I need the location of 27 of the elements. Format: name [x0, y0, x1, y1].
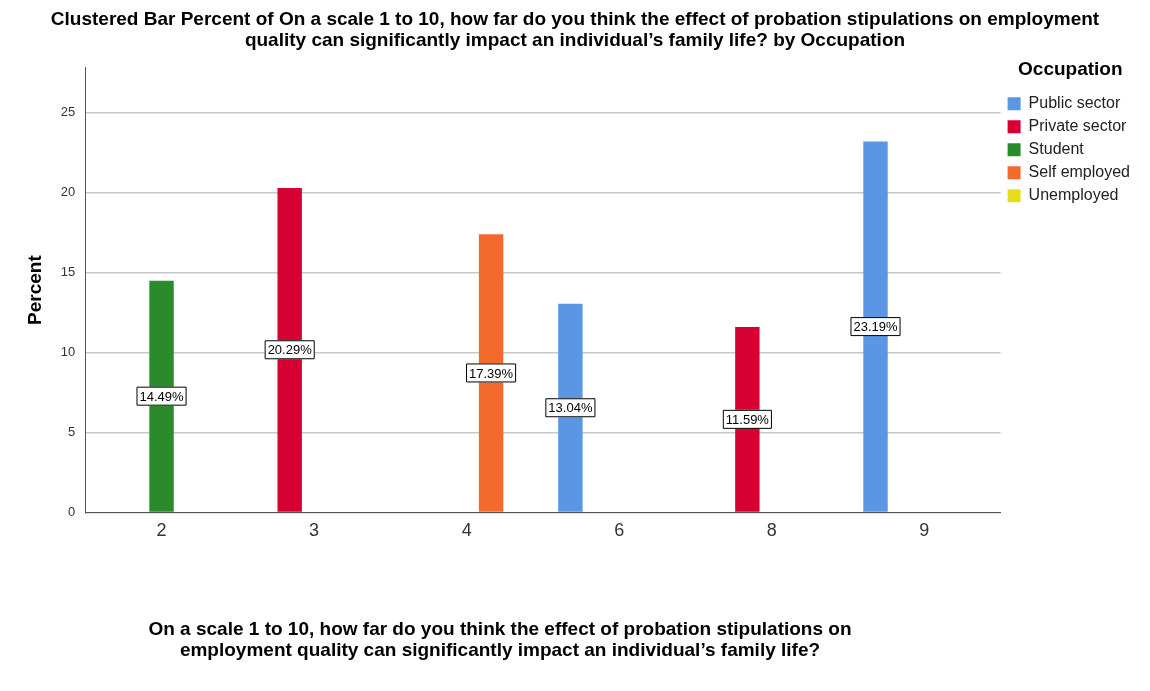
y-tick-label: 10 — [60, 344, 76, 360]
y-tick-label: 25 — [60, 104, 76, 120]
y-tick-label: 20 — [60, 184, 76, 200]
data-label: 11.59% — [725, 411, 770, 427]
legend-title: Occupation — [1018, 57, 1123, 79]
data-label: 20.29% — [267, 342, 313, 358]
y-axis-title: Percent — [23, 254, 45, 325]
x-tick-label: 4 — [461, 520, 472, 541]
x-tick-label: 8 — [766, 520, 777, 541]
legend-label: Private sector — [1028, 117, 1128, 135]
y-tick-label: 0 — [68, 503, 76, 519]
legend-label: Public sector — [1028, 94, 1121, 112]
x-tick-label: 6 — [614, 520, 625, 541]
data-label: 17.39% — [469, 365, 514, 381]
x-tick-label: 2 — [156, 520, 167, 541]
legend-label: Unemployed — [1028, 186, 1119, 204]
y-tick-label: 15 — [60, 264, 76, 280]
y-tick-label: 5 — [68, 424, 76, 440]
x-tick-label: 3 — [309, 520, 320, 541]
x-axis-title: On a scale 1 to 10, how far do you think the effect of probation stipulations on employment quality can significantly impact an individual’s family life? — [147, 618, 853, 660]
data-label: 14.49% — [139, 388, 185, 404]
chart-title: Clustered Bar Percent of On a scale 1 to 10, how far do you think the effect of probation stipulations on employment quality can significantly impact an individual’s family life? by Occupation — [49, 7, 1101, 50]
legend-label: Student — [1028, 140, 1085, 158]
data-label: 13.04% — [548, 400, 593, 416]
data-label: 23.19% — [853, 319, 898, 335]
legend-label: Self employed — [1028, 163, 1130, 181]
x-tick-label: 9 — [919, 520, 930, 541]
